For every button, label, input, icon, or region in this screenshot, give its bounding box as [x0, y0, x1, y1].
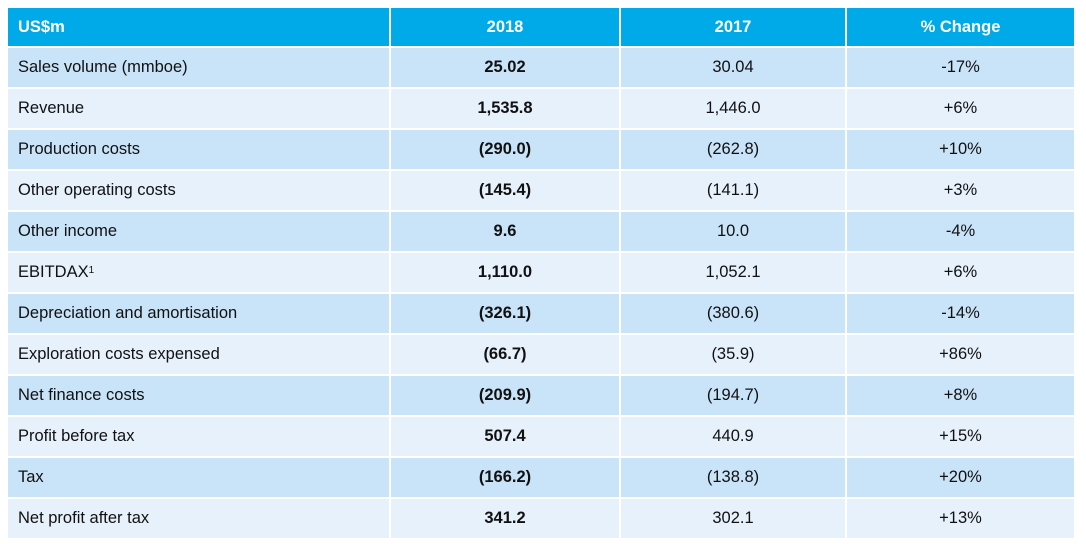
column-header-change: % Change [847, 8, 1074, 46]
table-row: Depreciation and amortisation (326.1) (380… [8, 294, 1074, 333]
value-2018: (290.0) [391, 130, 619, 169]
row-label: Net profit after tax [18, 509, 150, 527]
row-label-cell: Net finance costs [8, 376, 389, 415]
table-row: Net profit after tax 341.2 302.1 +13% [8, 499, 1074, 538]
value-2018: (145.4) [391, 171, 619, 210]
row-label-cell: Profit before tax [8, 417, 389, 456]
value-2017: (141.1) [621, 171, 845, 210]
value-2018: 1,110.0 [391, 253, 619, 292]
value-2017: (194.7) [621, 376, 845, 415]
column-header-label: US$m [8, 8, 389, 46]
row-label-cell: Production costs [8, 130, 389, 169]
value-2017: 10.0 [621, 212, 845, 251]
value-2017: 1,446.0 [621, 89, 845, 128]
table-row: Sales volume (mmboe) 25.02 30.04 -17% [8, 48, 1074, 87]
table-row: Production costs (290.0) (262.8) +10% [8, 130, 1074, 169]
value-2017: (380.6) [621, 294, 845, 333]
row-label-cell: Exploration costs expensed [8, 335, 389, 374]
row-label: Other income [18, 222, 118, 240]
table-row: Other income 9.6 10.0 -4% [8, 212, 1074, 251]
table-row: Revenue 1,535.8 1,446.0 +6% [8, 89, 1074, 128]
percent-change: +10% [847, 130, 1074, 169]
value-2018: 25.02 [391, 48, 619, 87]
table-row: Other operating costs (145.4) (141.1) +3% [8, 171, 1074, 210]
column-header-2017: 2017 [621, 8, 845, 46]
financial-summary-table: US$m 2018 2017 % Change Sales volume (mm… [8, 8, 1074, 540]
percent-change: +6% [847, 89, 1074, 128]
row-label-cell: Net profit after tax [8, 499, 389, 538]
row-label-cell: Sales volume (mmboe) [8, 48, 389, 87]
value-2017: (138.8) [621, 458, 845, 497]
row-label: Sales volume (mmboe) [18, 58, 188, 76]
table-header: US$m 2018 2017 % Change [8, 8, 1074, 46]
row-label-cell: Tax [8, 458, 389, 497]
row-label: Profit before tax [18, 427, 135, 445]
percent-change: -17% [847, 48, 1074, 87]
table-row: Exploration costs expensed (66.7) (35.9) +8… [8, 335, 1074, 374]
value-2017: 30.04 [621, 48, 845, 87]
table-row: EBITDAX 1 1,110.0 1,052.1 +6% [8, 253, 1074, 292]
percent-change: +20% [847, 458, 1074, 497]
value-2018: (209.9) [391, 376, 619, 415]
percent-change: +6% [847, 253, 1074, 292]
percent-change: -4% [847, 212, 1074, 251]
table-row: Net finance costs (209.9) (194.7) +8% [8, 376, 1074, 415]
value-2018: 1,535.8 [391, 89, 619, 128]
value-2018: 9.6 [391, 212, 619, 251]
value-2017: 1,052.1 [621, 253, 845, 292]
percent-change: +13% [847, 499, 1074, 538]
value-2018: 341.2 [391, 499, 619, 538]
column-header-2018: 2018 [391, 8, 619, 46]
value-2018: (166.2) [391, 458, 619, 497]
value-2018: (326.1) [391, 294, 619, 333]
row-label: Tax [18, 468, 44, 486]
value-2018: (66.7) [391, 335, 619, 374]
row-label: Depreciation and amortisation [18, 304, 238, 322]
value-2018: 507.4 [391, 417, 619, 456]
percent-change: +15% [847, 417, 1074, 456]
row-label: Production costs [18, 140, 140, 158]
row-label: EBITDAX [18, 263, 89, 281]
row-label-cell: Other income [8, 212, 389, 251]
row-label-cell: Depreciation and amortisation [8, 294, 389, 333]
row-label: Other operating costs [18, 181, 176, 199]
row-label: Exploration costs expensed [18, 345, 220, 363]
row-label-cell: Other operating costs [8, 171, 389, 210]
row-label: Net finance costs [18, 386, 145, 404]
value-2017: 440.9 [621, 417, 845, 456]
percent-change: -14% [847, 294, 1074, 333]
percent-change: +86% [847, 335, 1074, 374]
table-row: Profit before tax 507.4 440.9 +15% [8, 417, 1074, 456]
value-2017: 302.1 [621, 499, 845, 538]
percent-change: +8% [847, 376, 1074, 415]
row-label: Revenue [18, 99, 85, 117]
row-label-cell: EBITDAX 1 [8, 253, 389, 292]
table-body: Sales volume (mmboe) 25.02 30.04 -17% Revenu… [8, 48, 1074, 538]
footnote-marker: 1 [88, 265, 95, 276]
value-2017: (35.9) [621, 335, 845, 374]
percent-change: +3% [847, 171, 1074, 210]
row-label-cell: Revenue [8, 89, 389, 128]
table-row: Tax (166.2) (138.8) +20% [8, 458, 1074, 497]
value-2017: (262.8) [621, 130, 845, 169]
